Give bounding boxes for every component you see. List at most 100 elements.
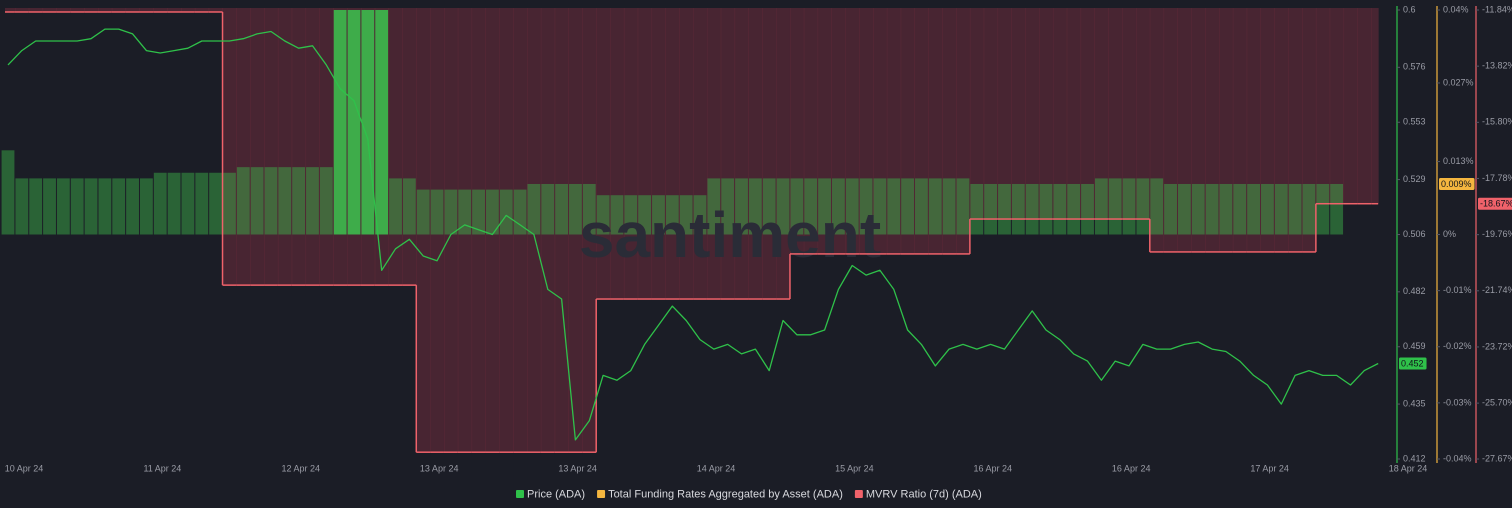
x-tick-label: 14 Apr 24 <box>697 463 736 473</box>
mvrv-area <box>1177 8 1192 252</box>
y-tick-label: -23.72% <box>1482 341 1512 351</box>
mvrv-area <box>637 8 653 300</box>
funding-bar <box>1136 178 1150 235</box>
mvrv-area <box>1246 8 1262 252</box>
funding-bar <box>624 195 638 235</box>
mvrv-area <box>1108 8 1123 220</box>
mvrv-area <box>582 8 597 453</box>
mvrv-area <box>513 8 528 453</box>
funding-bar <box>209 172 223 235</box>
mvrv-area <box>928 8 943 254</box>
funding-bar <box>1 150 15 235</box>
y-tick-label: 0.506 <box>1403 229 1426 239</box>
mvrv-area <box>28 8 44 12</box>
badge-text: 0.452 <box>1401 358 1424 368</box>
mvrv-area <box>305 8 320 286</box>
funding-bar <box>762 178 776 235</box>
mvrv-area <box>969 8 985 220</box>
funding-bar <box>610 195 624 235</box>
mvrv-area <box>596 8 611 300</box>
funding-bar <box>1081 183 1094 235</box>
funding-bar <box>1191 183 1205 235</box>
funding-bar <box>818 178 831 235</box>
funding-bar <box>679 195 693 235</box>
funding-bar <box>776 178 790 235</box>
mvrv-area <box>789 8 805 254</box>
y-tick-label: 0.412 <box>1403 453 1426 463</box>
funding-bar <box>306 167 319 235</box>
mvrv-area <box>457 8 473 453</box>
funding-bar <box>361 10 375 235</box>
mvrv-area <box>956 8 971 254</box>
mvrv-area <box>430 8 445 453</box>
mvrv-area <box>1011 8 1026 220</box>
mvrv-area <box>1260 8 1275 252</box>
y-tick-label: -19.76% <box>1482 229 1512 239</box>
x-tick-label: 13 Apr 24 <box>558 463 597 473</box>
mvrv-area <box>277 8 293 286</box>
funding-bar <box>859 178 873 235</box>
y-tick-label: 0.6 <box>1403 4 1416 14</box>
mvrv-area <box>1052 8 1068 220</box>
funding-bar <box>1164 183 1177 235</box>
funding-bar <box>70 178 84 235</box>
funding-bar <box>264 167 278 235</box>
funding-bar <box>1302 183 1316 235</box>
value-badge: -18.67% <box>1478 197 1512 210</box>
mvrv-area <box>886 8 902 254</box>
mvrv-area <box>873 8 888 254</box>
y-tick-label: 0.482 <box>1403 286 1426 296</box>
mvrv-area <box>623 8 639 300</box>
mvrv-area <box>914 8 929 254</box>
watermark: santiment <box>579 199 881 271</box>
funding-bar <box>402 178 416 235</box>
funding-bar <box>555 183 569 235</box>
plot-area <box>1 8 1379 453</box>
x-tick-label: 15 Apr 24 <box>835 463 874 473</box>
mvrv-area <box>568 8 583 453</box>
mvrv-area <box>1288 8 1303 252</box>
mvrv-area <box>1219 8 1234 252</box>
mvrv-area <box>1329 8 1345 204</box>
mvrv-area <box>250 8 265 286</box>
funding-bar <box>430 189 444 235</box>
funding-bar <box>665 195 679 235</box>
funding-bar <box>15 178 29 235</box>
mvrv-area <box>1191 8 1206 252</box>
x-tick-label: 17 Apr 24 <box>1250 463 1289 473</box>
badge-bg <box>1439 177 1475 190</box>
mvrv-area <box>167 8 182 12</box>
mvrv-area <box>42 8 57 12</box>
funding-bar <box>29 178 43 235</box>
funding-bar <box>998 183 1011 235</box>
legend-swatch <box>516 490 524 498</box>
mvrv-area <box>1357 8 1372 204</box>
mvrv-area <box>264 8 279 286</box>
funding-bar <box>1233 183 1247 235</box>
y-tick-label: 0.553 <box>1403 117 1426 127</box>
mvrv-area <box>1080 8 1095 220</box>
y-tick-label: -27.67% <box>1482 453 1512 463</box>
funding-bar <box>223 172 236 235</box>
mvrv-area <box>443 8 459 453</box>
funding-bar <box>693 195 707 235</box>
y-tick-label: -0.04% <box>1443 453 1472 463</box>
funding-bar <box>195 172 209 235</box>
funding-bar <box>901 178 915 235</box>
badge-text: -18.67% <box>1480 199 1512 209</box>
funding-bar <box>707 178 721 235</box>
mvrv-area <box>111 8 127 12</box>
x-tick-label: 10 Apr 24 <box>5 463 44 473</box>
funding-bar <box>416 189 430 235</box>
funding-bar <box>56 178 70 235</box>
funding-bar <box>333 10 347 235</box>
mvrv-area <box>693 8 708 300</box>
funding-bar <box>319 167 333 235</box>
mvrv-area <box>1066 8 1082 220</box>
funding-bar <box>569 183 582 235</box>
funding-bar <box>790 178 804 235</box>
legend-swatch <box>854 490 863 498</box>
mvrv-area <box>291 8 307 286</box>
mvrv-area <box>56 8 71 12</box>
legend-label: MVRV Ratio (7d) (ADA) <box>866 488 982 500</box>
